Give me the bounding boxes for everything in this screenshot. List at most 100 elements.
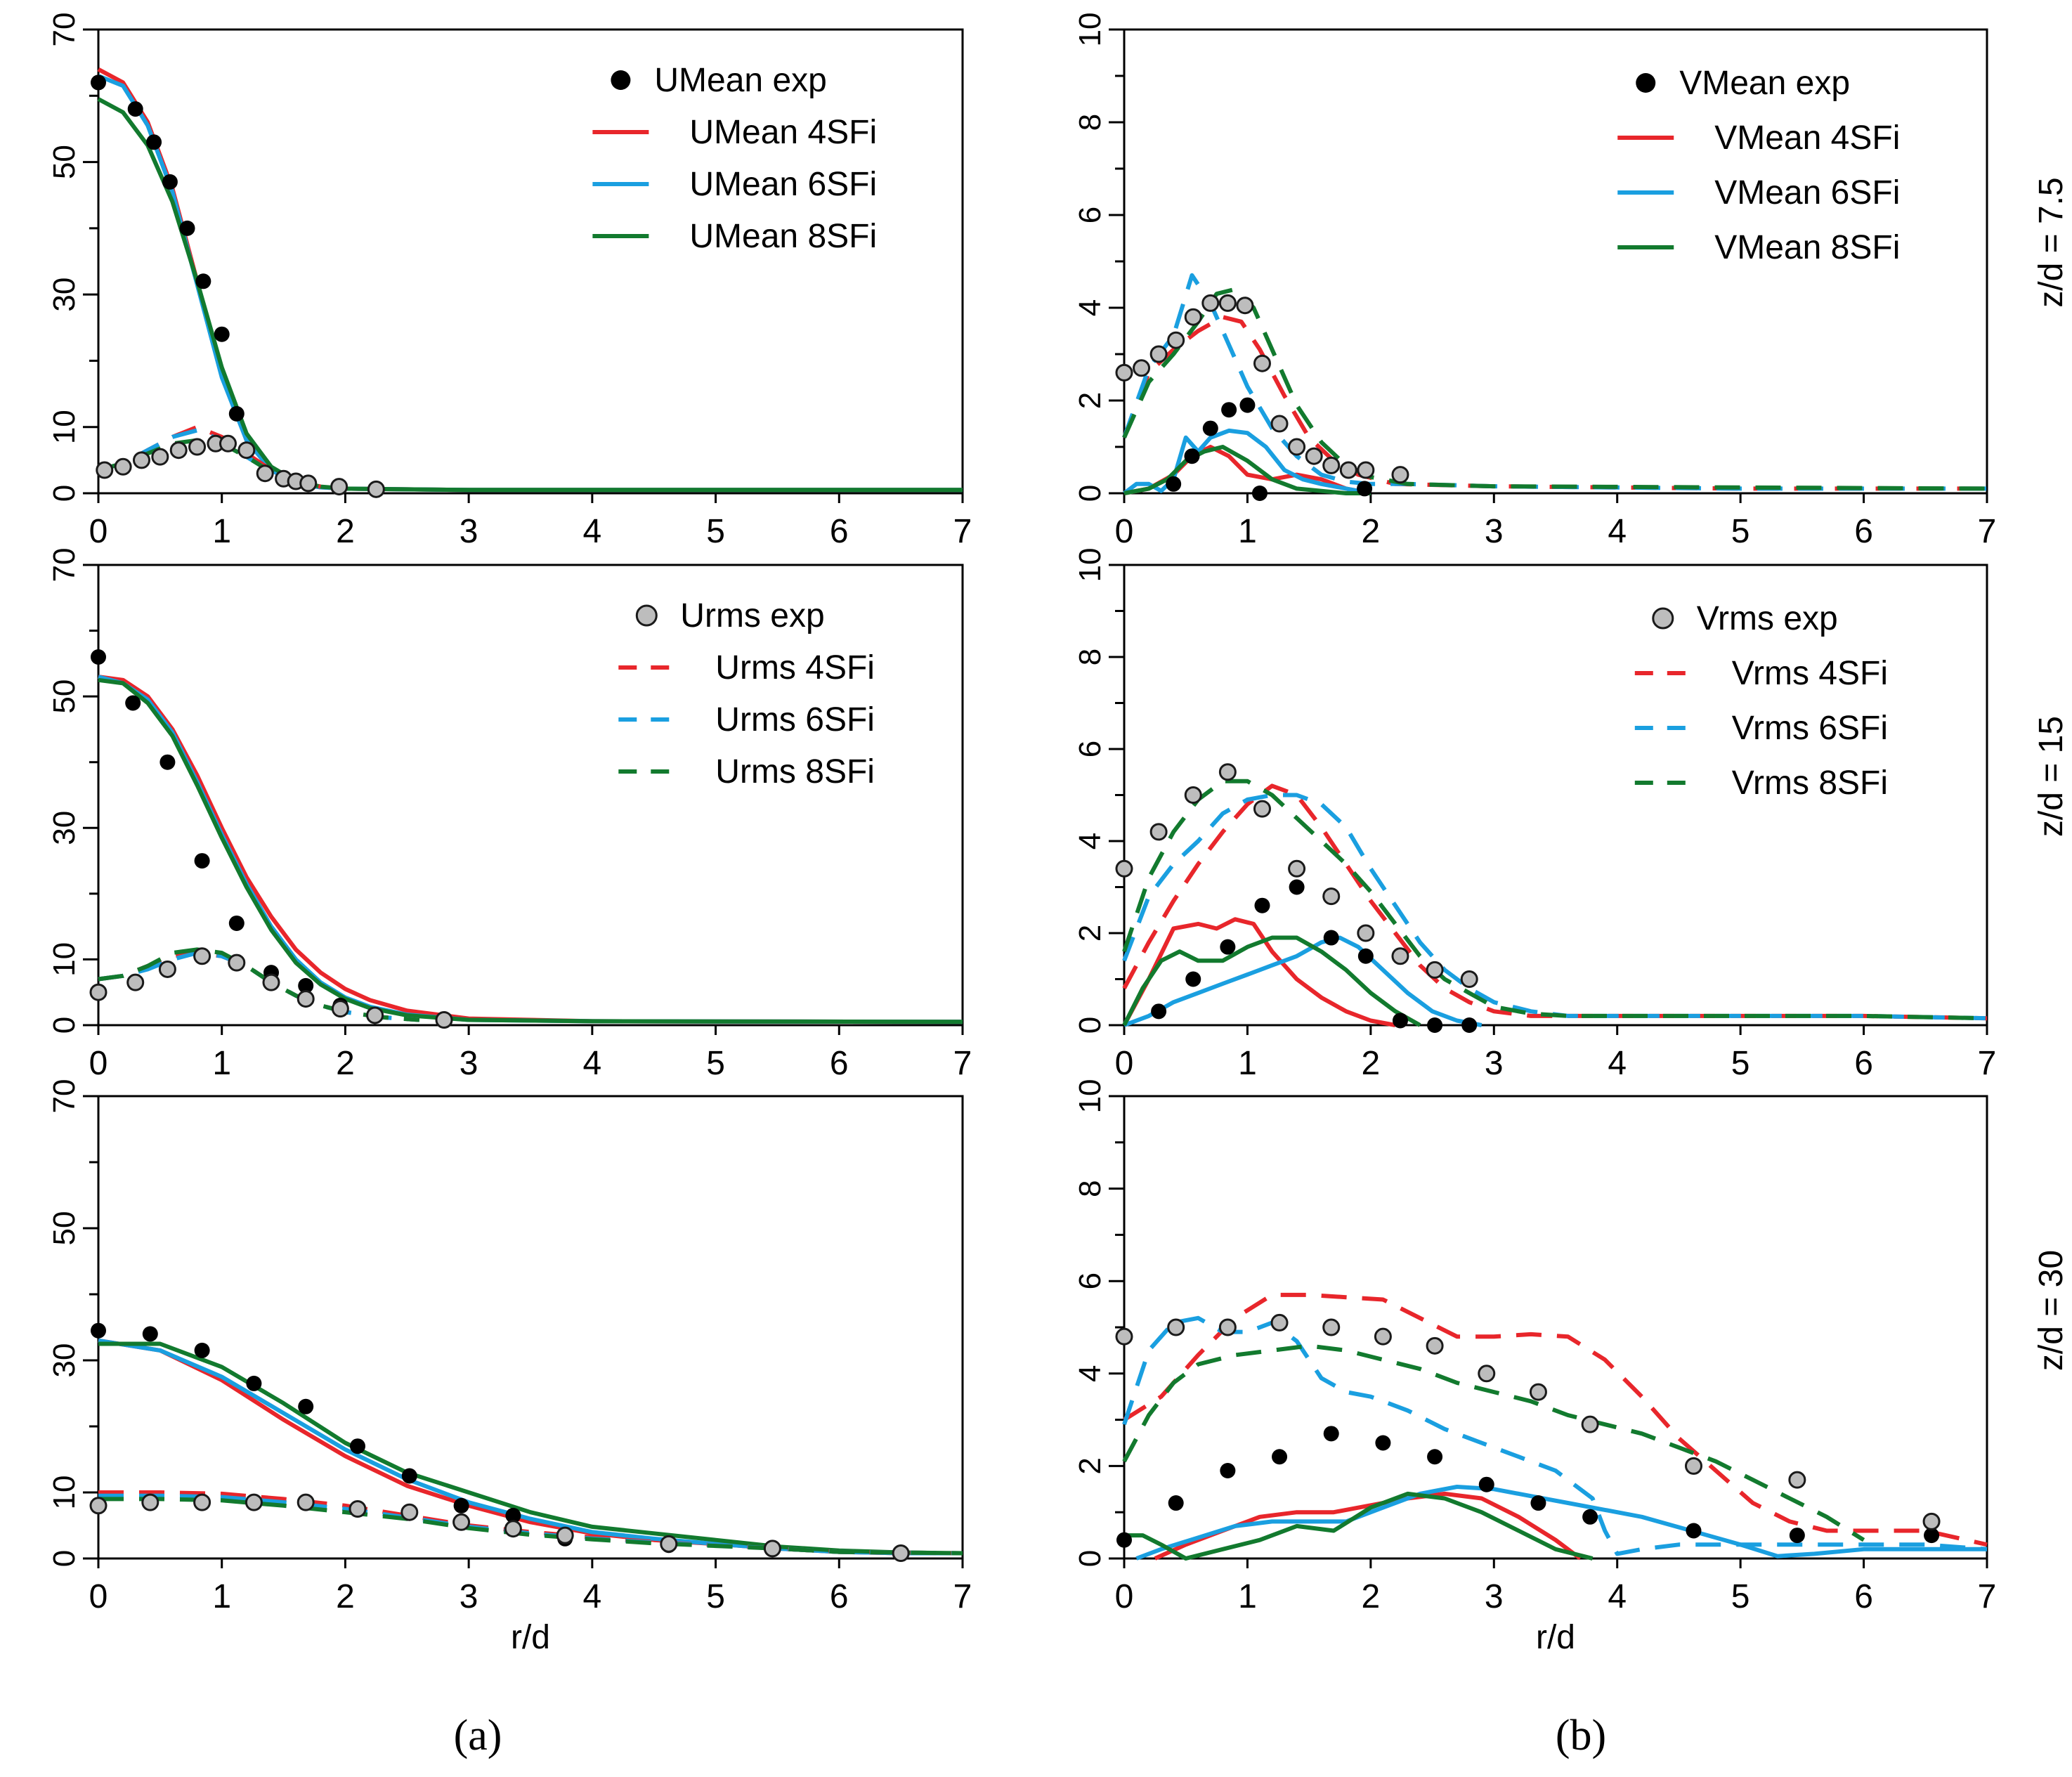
- data-point: [1478, 1365, 1496, 1383]
- y-tick-label: 6: [1073, 1272, 1107, 1289]
- legend-label: Vrms 6SFi: [1732, 710, 1888, 747]
- data-point: [1151, 1003, 1167, 1020]
- y-tick-label: 30: [47, 811, 82, 845]
- data-point: [127, 101, 143, 117]
- y-tick-label: 4: [1073, 299, 1107, 316]
- data-point: [1924, 1528, 1940, 1544]
- x-tick-label: 0: [89, 513, 108, 550]
- series-line: [1122, 779, 1988, 1021]
- x-tick-label: 4: [1608, 1578, 1627, 1615]
- data-point: [214, 326, 230, 342]
- data-point: [1357, 481, 1373, 497]
- x-tick-label: 0: [1115, 1045, 1134, 1082]
- legend-label: UMean exp: [654, 62, 826, 99]
- data-point: [1253, 354, 1271, 372]
- data-point: [348, 1500, 367, 1518]
- row-label-2: z/d = 15: [2033, 716, 2070, 837]
- data-point: [1581, 1415, 1599, 1433]
- y-tick-label: 6: [1073, 741, 1107, 757]
- data-point: [1202, 420, 1218, 436]
- data-point: [142, 1326, 158, 1342]
- x-tick-label: 1: [1238, 1578, 1257, 1615]
- x-tick-label: 3: [460, 1578, 478, 1615]
- data-point: [1426, 1336, 1444, 1355]
- y-tick-label: 70: [47, 13, 82, 47]
- data-point: [1218, 1318, 1237, 1336]
- x-tick-label: 5: [706, 1045, 725, 1082]
- y-tick-label: 2: [1073, 1457, 1107, 1474]
- x-tick-label: 7: [1978, 1045, 1997, 1082]
- legend-marker: [611, 70, 631, 90]
- x-tick-label: 7: [1978, 1578, 1997, 1615]
- data-point: [1149, 345, 1168, 363]
- data-point: [1270, 415, 1289, 433]
- data-point: [400, 1503, 419, 1521]
- caption-a: (a): [454, 1712, 502, 1759]
- x-tick-label: 6: [1854, 1578, 1873, 1615]
- data-point: [1288, 438, 1306, 456]
- x-tick-label: 2: [336, 1578, 355, 1615]
- data-point: [133, 451, 150, 469]
- x-tick-label: 2: [1362, 513, 1381, 550]
- x-tick-label: 2: [336, 513, 355, 550]
- y-tick-label: 8: [1073, 1180, 1107, 1197]
- data-point: [556, 1526, 574, 1544]
- data-point: [1684, 1457, 1702, 1475]
- x-tick-label: 5: [706, 513, 725, 550]
- y-tick-label: 10: [1073, 548, 1107, 582]
- x-tick-label: 4: [1608, 513, 1627, 550]
- x-tick-label: 3: [460, 1045, 478, 1082]
- data-point: [179, 220, 195, 236]
- data-point: [435, 1011, 453, 1029]
- series-line: [1123, 935, 1483, 1027]
- data-point: [228, 915, 245, 931]
- x-tick-label: 3: [1485, 1045, 1504, 1082]
- data-point: [1788, 1471, 1806, 1489]
- data-point: [246, 1375, 262, 1391]
- x-tick-label: 6: [830, 513, 849, 550]
- data-point: [1218, 763, 1237, 781]
- data-point: [367, 480, 385, 498]
- data-point: [1461, 1017, 1478, 1033]
- data-point: [1322, 1318, 1341, 1336]
- x-tick-label: 6: [830, 1045, 849, 1082]
- x-tick-label: 4: [583, 1578, 602, 1615]
- y-tick-label: 0: [1073, 1017, 1107, 1034]
- y-tick-label: 10: [1073, 13, 1107, 47]
- x-tick-label: 1: [212, 1045, 231, 1082]
- data-point: [262, 973, 280, 991]
- legend-label: UMean 4SFi: [689, 114, 877, 151]
- data-point: [141, 1493, 159, 1511]
- data-point: [1168, 1495, 1184, 1511]
- data-point: [256, 464, 274, 483]
- legend-label: VMean 4SFi: [1714, 119, 1900, 157]
- chart-panel-b3: 0 2 4 6 8 10 0 1 2 3 4 5 6 7 r/d: [1073, 1079, 1996, 1656]
- x-tick-label: 3: [460, 513, 478, 550]
- data-point: [504, 1520, 522, 1538]
- data-point: [1201, 294, 1220, 312]
- row-labels: z/d = 7.5 z/d = 15 z/d = 30: [2033, 177, 2070, 1371]
- data-point: [1288, 859, 1306, 878]
- y-tick-label: 6: [1073, 207, 1107, 223]
- data-point: [1251, 486, 1268, 501]
- y-tick-label: 4: [1073, 833, 1107, 850]
- data-point: [1478, 1476, 1494, 1492]
- data-point: [1270, 1313, 1289, 1332]
- data-point: [146, 134, 162, 150]
- x-tick-label: 1: [212, 1578, 231, 1615]
- data-point: [195, 273, 211, 289]
- row-label-1: z/d = 7.5: [2033, 177, 2070, 307]
- data-point: [1115, 1327, 1133, 1346]
- series-line: [1122, 935, 1421, 1027]
- legend-v-rms: Vrms exp Vrms 4SFi Vrms 6SFi Vrms 8SFi: [1634, 600, 1888, 802]
- data-point: [298, 1398, 314, 1414]
- data-point: [1272, 1449, 1288, 1465]
- x-tick-label: 5: [1731, 1045, 1750, 1082]
- y-tick-label: 50: [47, 1211, 82, 1246]
- data-point: [162, 174, 178, 190]
- data-point: [1339, 461, 1357, 479]
- data-point: [1323, 930, 1339, 946]
- data-point: [1115, 363, 1133, 382]
- series-line: [1122, 315, 1987, 491]
